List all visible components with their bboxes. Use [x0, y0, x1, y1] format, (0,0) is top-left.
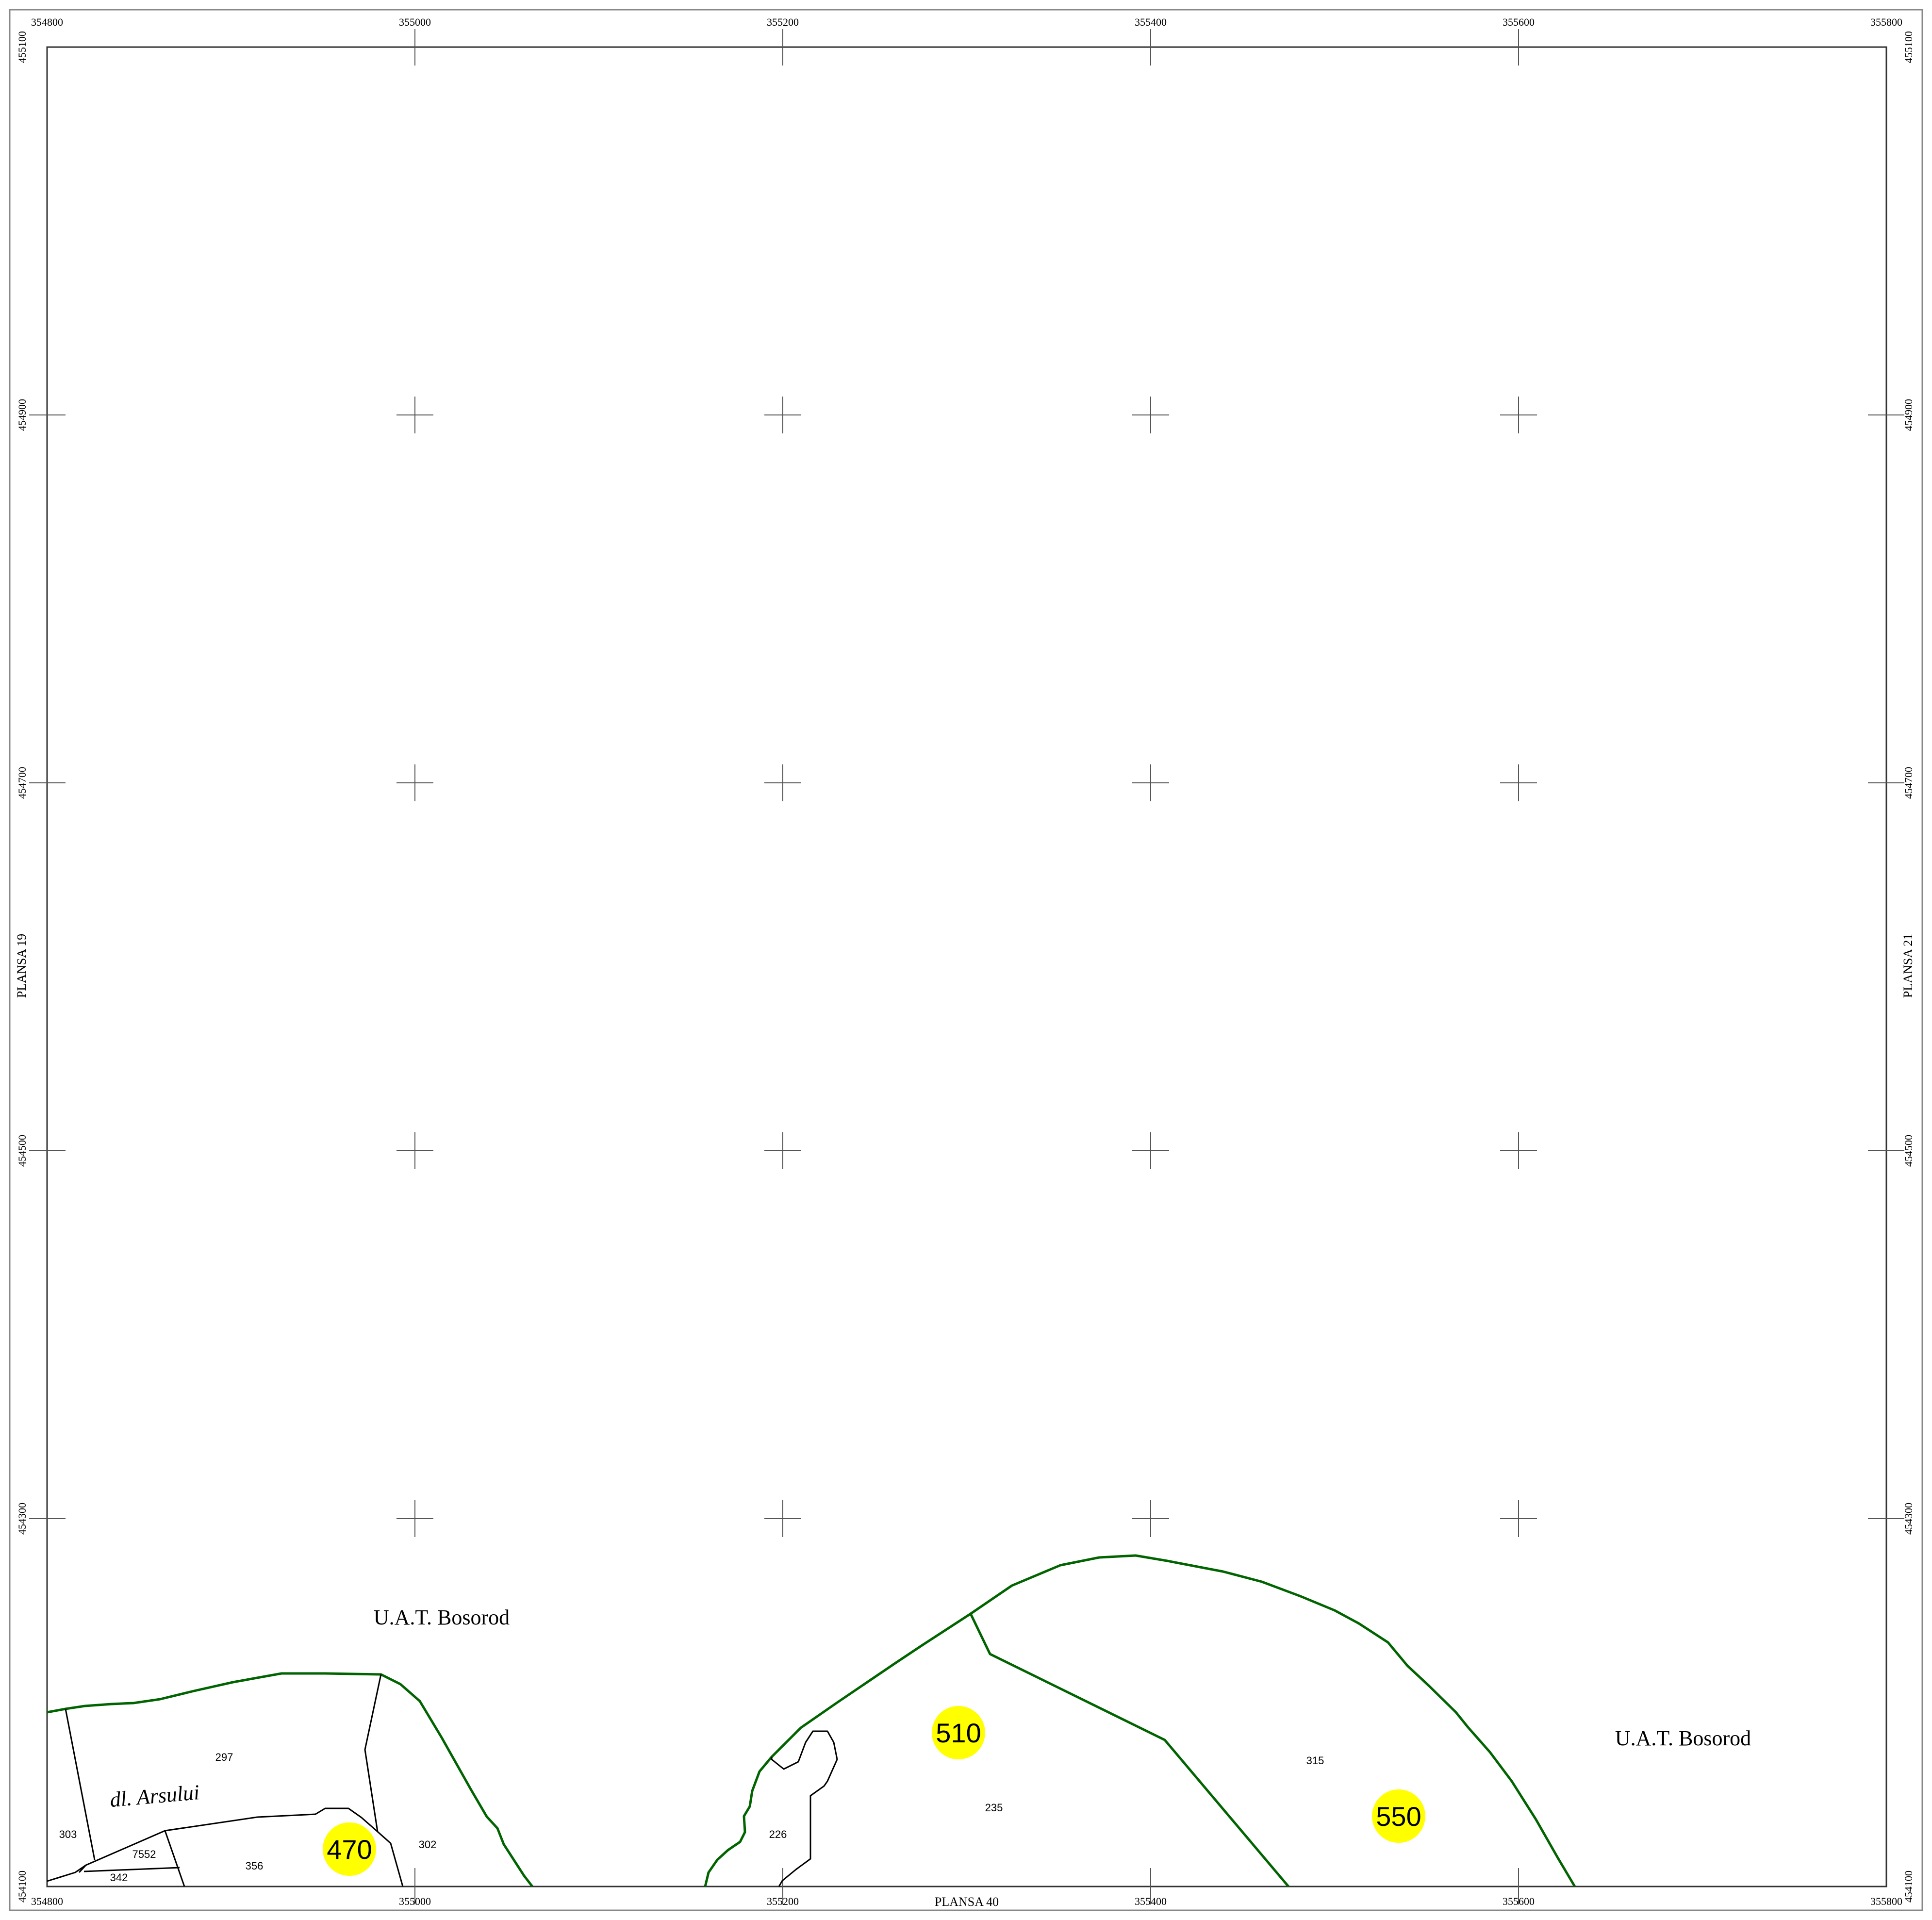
parcel-line: [364, 1674, 382, 1832]
adjacent-sheet-right: PLANSA 21: [1901, 934, 1915, 998]
boundary-west: [47, 1672, 533, 1887]
adjacent-sheet-left: PLANSA 19: [15, 934, 29, 998]
admin-label: U.A.T. Bosorod: [1615, 1726, 1751, 1750]
sector-badge-550: [1372, 1789, 1425, 1843]
map-frame: [46, 46, 1887, 1887]
x-tick-label-bottom: 355000: [399, 1895, 431, 1907]
y-tick-label-left: 454700: [16, 767, 28, 799]
admin-label: U.A.T. Bosorod: [374, 1606, 510, 1629]
locality-label: dl. Arsului: [109, 1780, 200, 1812]
boundary-inner: [969, 1613, 1289, 1887]
sector-badge-label: 470: [327, 1834, 372, 1865]
grid-crosses: [396, 397, 1537, 1537]
x-tick-label-top: 354800: [31, 16, 63, 28]
y-tick-label-left: 454100: [16, 1870, 28, 1903]
y-tick-label-left: 455100: [16, 31, 28, 63]
y-tick-label-right: 454300: [1902, 1503, 1915, 1535]
x-tick-label-top: 355400: [1135, 16, 1167, 28]
parcel-numbers: 297 303 7552 342 356 302 226 235 315: [59, 1751, 1324, 1884]
x-tick-label-bottom: 355800: [1870, 1895, 1902, 1907]
left-coordinates: 455100 454900 454700 454500 454300 45410…: [16, 31, 28, 1903]
parcel-number: 342: [110, 1871, 128, 1884]
x-tick-label-bottom: 355200: [767, 1895, 799, 1907]
sector-badges: 470 510 550: [323, 1706, 1425, 1876]
y-tick-label-left: 454900: [16, 399, 28, 431]
x-tick-label-bottom: 354800: [31, 1895, 63, 1907]
x-tick-label-top: 355800: [1870, 16, 1902, 28]
parcel-number: 235: [985, 1802, 1003, 1814]
sector-badge-510: [932, 1706, 985, 1759]
parcel-number: 303: [59, 1828, 77, 1840]
y-tick-label-right: 454700: [1902, 767, 1915, 799]
parcel-line: [83, 1867, 180, 1872]
adjacent-sheet-bottom: PLANSA 40: [935, 1895, 999, 1909]
sector-badge-label: 510: [936, 1718, 981, 1748]
y-tick-label-left: 454500: [16, 1135, 28, 1167]
x-tick-label-top: 355600: [1503, 16, 1535, 28]
y-tick-label-right: 454500: [1902, 1135, 1915, 1167]
x-tick-label-top: 355000: [399, 16, 431, 28]
parcel-number: 302: [419, 1838, 437, 1851]
y-tick-label-right: 454900: [1902, 399, 1915, 431]
parcel-line: [771, 1730, 838, 1887]
y-tick-label-left: 454300: [16, 1503, 28, 1535]
parcel-number: 356: [246, 1860, 264, 1872]
parcel-lines: [47, 1674, 838, 1887]
x-tick-label-bottom: 355400: [1135, 1895, 1167, 1907]
bottom-coordinates: 354800 355000 355200 355400 355600 35580…: [31, 1895, 1902, 1907]
sector-badge-label: 550: [1376, 1801, 1421, 1832]
parcel-number: 226: [769, 1828, 787, 1840]
parcel-number: 297: [215, 1751, 233, 1763]
right-coordinates: 455100 454900 454700 454500 454300 45410…: [1902, 31, 1915, 1903]
x-tick-label-top: 355200: [767, 16, 799, 28]
y-tick-label-right: 455100: [1902, 31, 1915, 63]
top-coordinates: 354800 355000 355200 355400 355600 35580…: [31, 16, 1902, 28]
territorial-boundaries: [47, 1554, 1576, 1887]
parcel-line: [164, 1830, 185, 1887]
parcel-number: 7552: [132, 1848, 156, 1860]
outer-frame: [9, 9, 1923, 1911]
sector-badge-470: [323, 1822, 376, 1876]
frame-ticks: [29, 29, 1904, 1904]
y-tick-label-right: 454100: [1902, 1870, 1915, 1903]
x-tick-label-bottom: 355600: [1503, 1895, 1535, 1907]
boundary-east-arc: [704, 1554, 1576, 1887]
parcel-line: [78, 1864, 87, 1873]
parcel-line: [65, 1708, 96, 1860]
parcel-number: 315: [1306, 1754, 1324, 1767]
